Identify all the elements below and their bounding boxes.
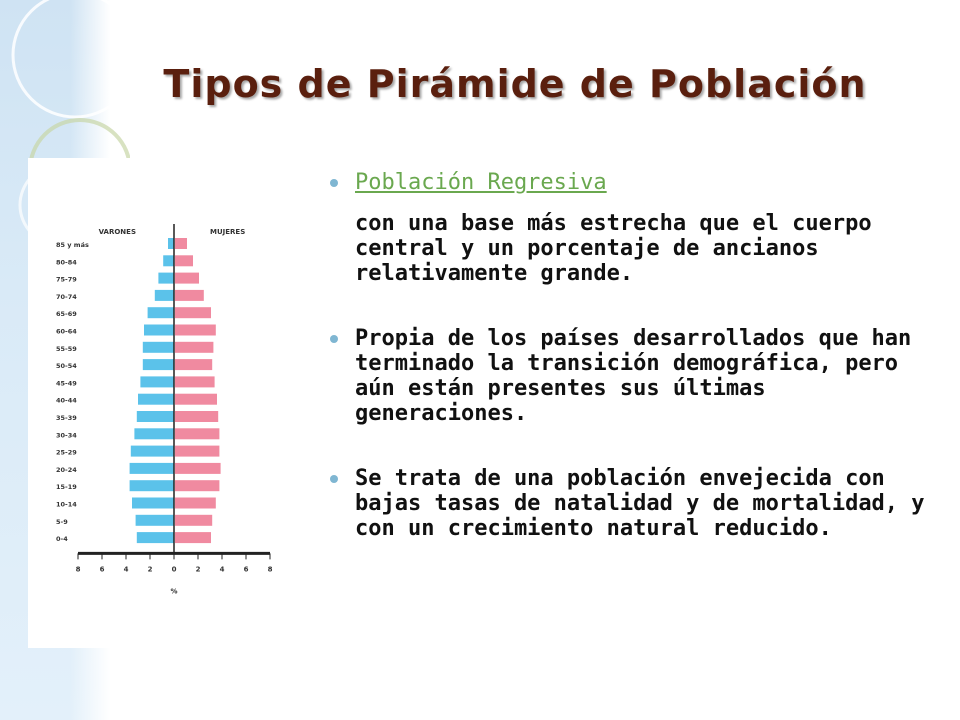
bullet-dot-icon	[330, 475, 338, 483]
male-bar	[147, 307, 174, 319]
age-tick-label: 60-64	[56, 328, 77, 336]
x-tick-label: 8	[268, 565, 273, 573]
male-bar	[154, 289, 174, 301]
age-tick-label: 55-59	[56, 345, 77, 353]
female-bar	[175, 255, 193, 267]
female-bar	[175, 428, 220, 440]
female-bar	[175, 411, 219, 422]
poblacion-regresiva-link[interactable]: Población Regresiva	[355, 170, 607, 195]
male-bar	[168, 238, 174, 249]
x-tick-label: 6	[244, 565, 249, 573]
female-bar	[175, 324, 216, 336]
bullet-dot-icon	[330, 335, 338, 343]
bullet-envejecida: Se trata de una población envejecida con…	[330, 466, 930, 541]
female-bar	[175, 480, 220, 492]
female-bar	[175, 497, 216, 509]
male-bar	[144, 324, 174, 336]
male-bar	[129, 462, 174, 474]
age-tick-label: 50-54	[56, 362, 77, 370]
x-tick-label: 6	[100, 565, 105, 573]
male-bar	[140, 376, 174, 388]
male-bar	[129, 480, 174, 492]
bullet-list: Población Regresiva con una base más est…	[330, 170, 930, 541]
age-tick-label: 70-74	[56, 293, 77, 301]
age-tick-label: 45-49	[56, 379, 77, 387]
bullet-dot-icon	[330, 179, 338, 187]
age-tick-label: 85 y más	[56, 241, 89, 249]
age-tick-label: 5-9	[56, 518, 68, 526]
legend-mujeres: MUJERES	[210, 228, 245, 236]
age-tick-label: 0-4	[56, 535, 68, 543]
x-axis-label: %	[170, 587, 177, 595]
male-bar	[142, 341, 174, 353]
x-tick-label: 0	[172, 565, 177, 573]
age-tick-label: 20-24	[56, 466, 77, 474]
age-tick-label: 15-19	[56, 483, 77, 491]
age-tick-label: 65-69	[56, 310, 77, 318]
female-bar	[175, 376, 215, 388]
bullet-text: Propia de los países desarrollados que h…	[355, 326, 912, 426]
female-bar	[175, 289, 204, 301]
population-pyramid-chart: VARONES MUJERES 85 y más 80-84 75-79 70-74 65-…	[28, 158, 278, 648]
age-tick-label: 25-29	[56, 449, 77, 457]
female-bar	[175, 462, 221, 474]
x-tick-label: 2	[148, 565, 153, 573]
age-tick-label: 40-44	[56, 397, 77, 405]
female-bar	[175, 307, 211, 319]
x-tick-label: 4	[220, 565, 225, 573]
age-tick-label: 80-84	[56, 258, 77, 266]
age-tick-label: 30-34	[56, 431, 77, 439]
x-tick-label: 8	[76, 565, 81, 573]
slide-title: Tipos de Pirámide de Población	[163, 62, 867, 106]
bullet-regresiva: Población Regresiva	[330, 170, 930, 195]
bullet-propia: Propia de los países desarrollados que h…	[330, 326, 930, 426]
male-bar	[158, 272, 174, 284]
male-bar	[138, 393, 174, 405]
male-bar	[142, 359, 174, 371]
x-tick-label: 2	[196, 565, 201, 573]
male-bar	[132, 497, 174, 509]
female-bar	[175, 514, 213, 526]
age-tick-label: 10-14	[56, 501, 77, 509]
bullet-text: con una base más estrecha que el cuerpo …	[355, 211, 872, 286]
x-tick-label: 4	[124, 565, 129, 573]
female-bar	[175, 272, 199, 284]
male-bar	[163, 255, 174, 267]
age-tick-label: 35-39	[56, 414, 77, 422]
female-bar	[175, 532, 211, 544]
female-bar	[175, 341, 214, 353]
male-bar	[130, 445, 174, 457]
bullet-text: Se trata de una población envejecida con…	[355, 466, 925, 541]
female-bar	[175, 238, 187, 249]
female-bar	[175, 393, 217, 405]
legend-varones: VARONES	[99, 228, 136, 236]
male-bar	[135, 514, 174, 526]
male-bar	[134, 428, 174, 440]
female-bar	[175, 445, 220, 457]
male-bar	[136, 532, 174, 544]
age-tick-label: 75-79	[56, 276, 77, 284]
male-bar	[136, 411, 174, 422]
female-bar	[175, 359, 213, 371]
